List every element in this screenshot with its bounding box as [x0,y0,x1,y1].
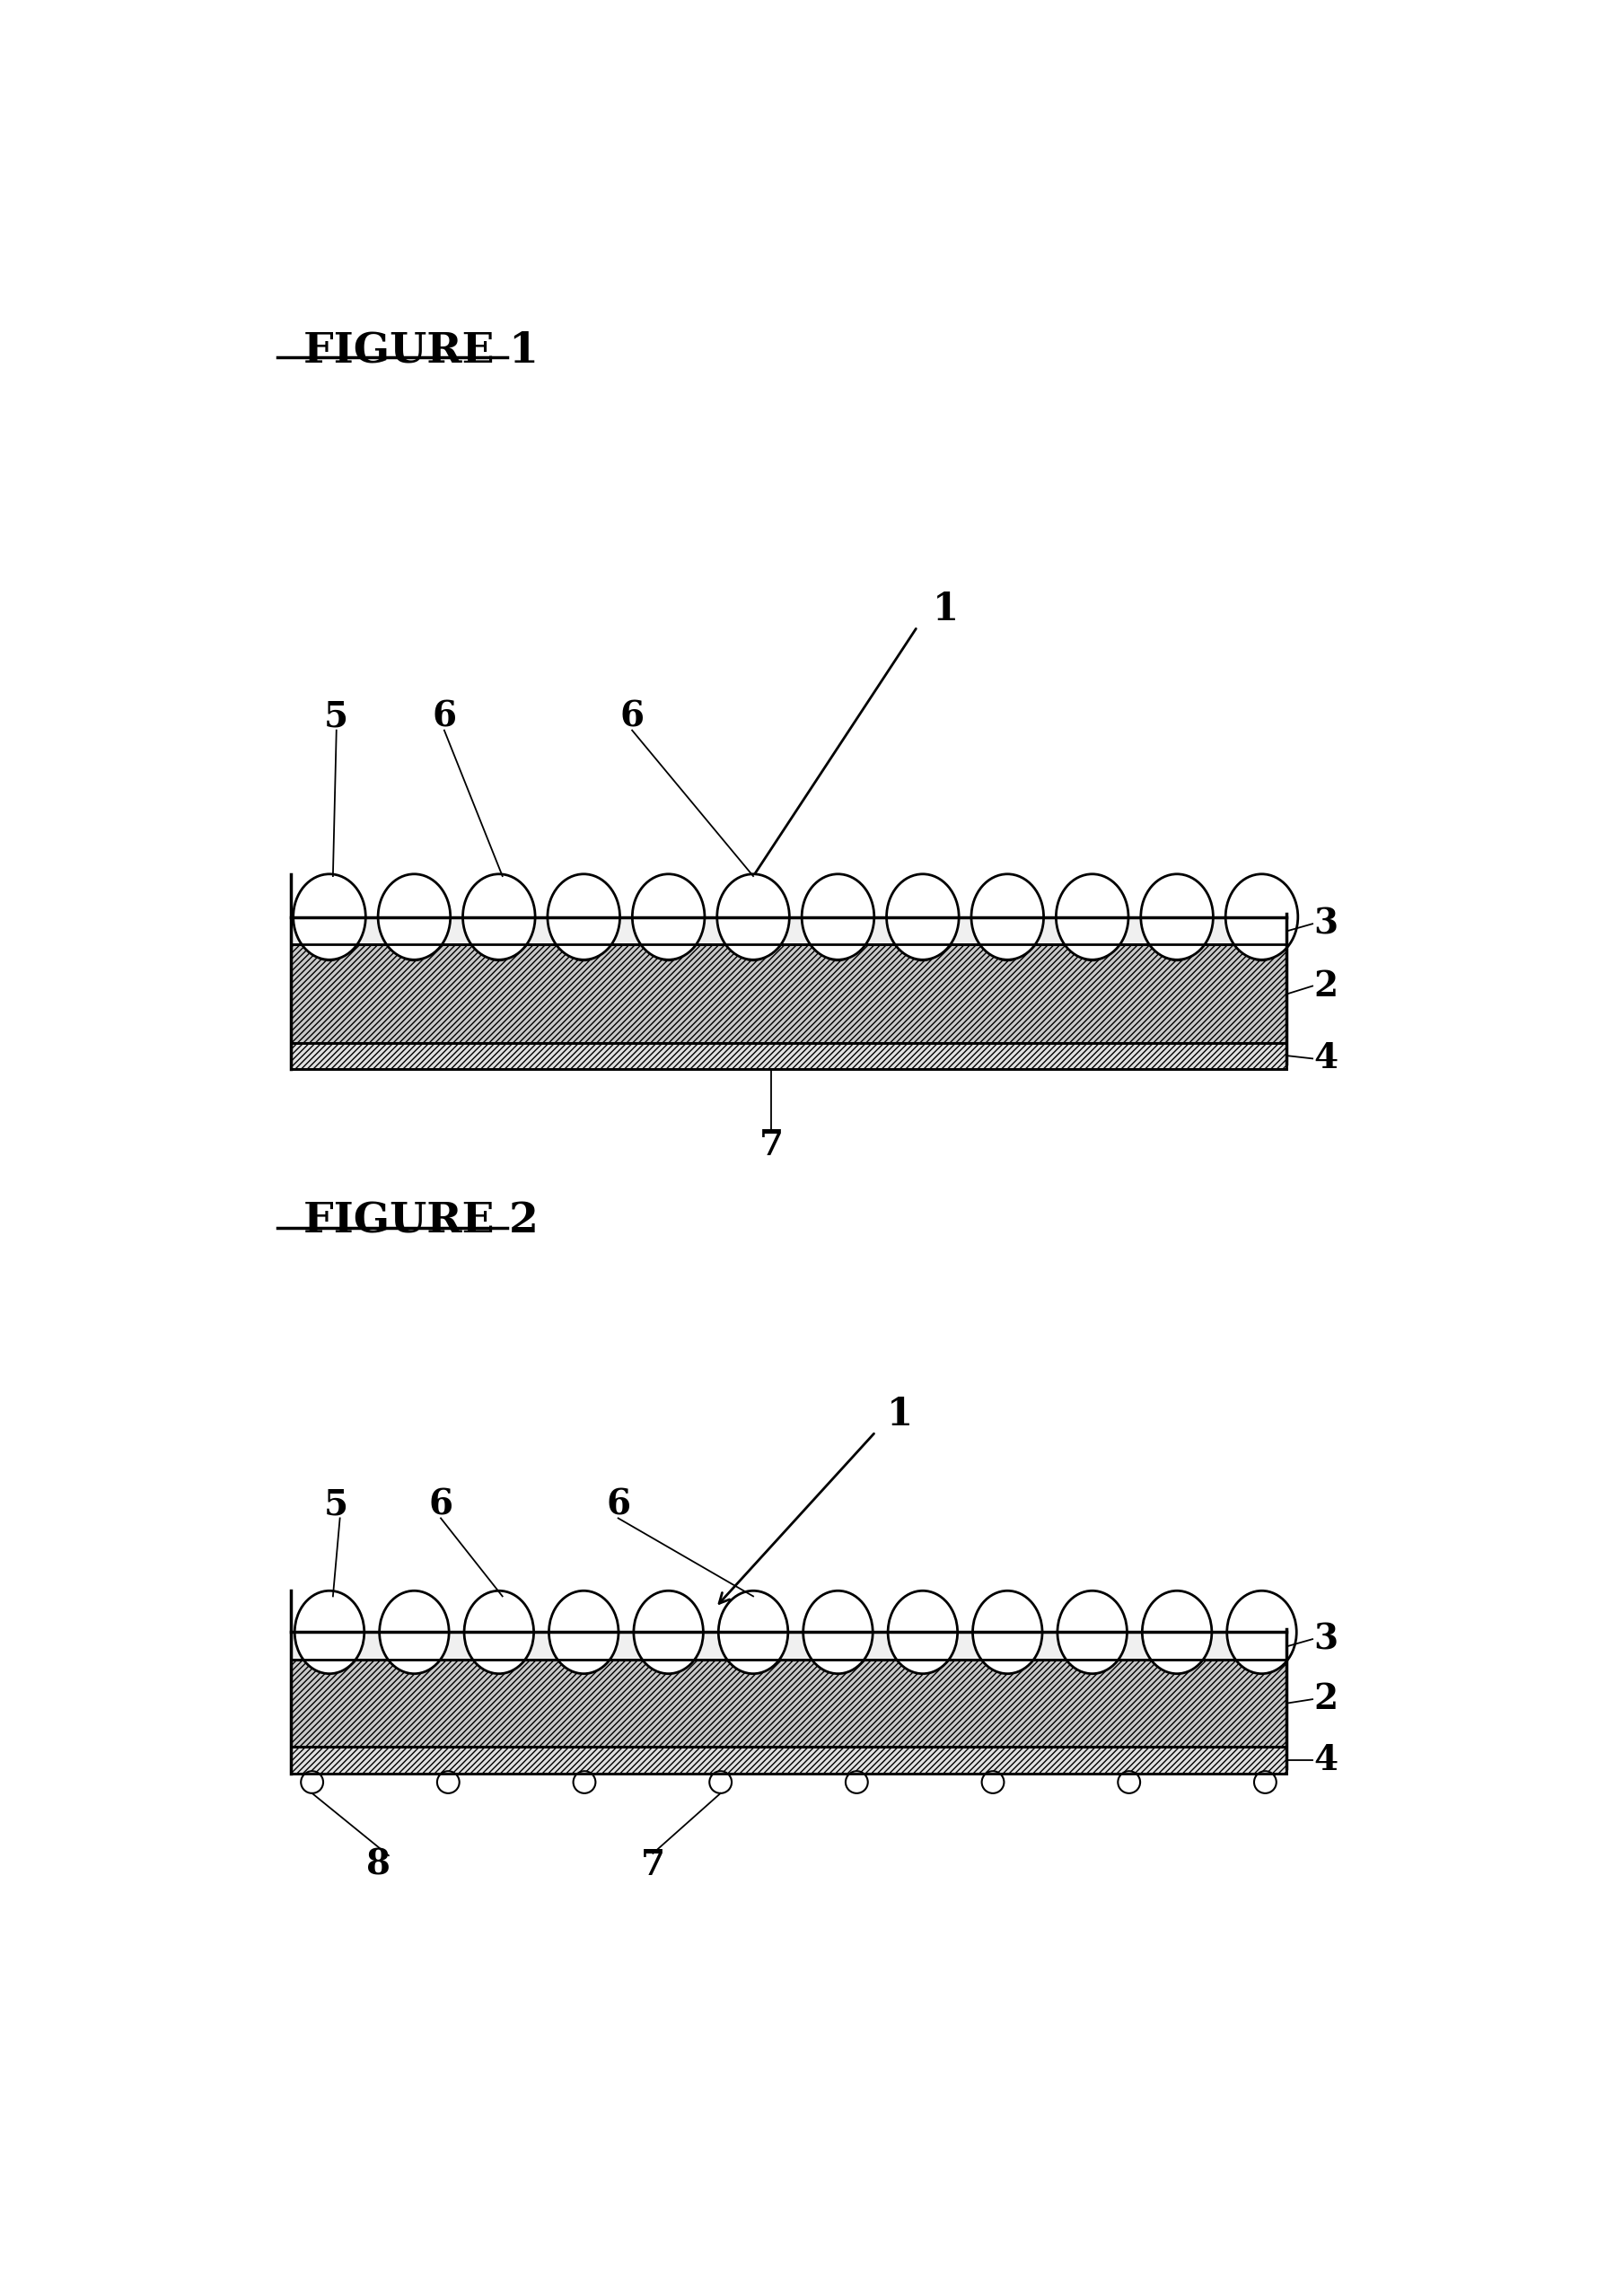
Ellipse shape [307,914,352,960]
Text: 6: 6 [605,1488,631,1522]
Ellipse shape [549,1591,618,1674]
Text: 7: 7 [760,1127,784,1162]
Ellipse shape [477,1628,520,1674]
Ellipse shape [973,1591,1042,1674]
Ellipse shape [562,1628,605,1674]
Ellipse shape [647,1628,689,1674]
Ellipse shape [986,1628,1029,1674]
Ellipse shape [888,1591,957,1674]
Text: 4: 4 [1314,1042,1338,1075]
Bar [291,1747,1286,1775]
Ellipse shape [1155,914,1200,960]
Ellipse shape [1057,875,1129,960]
Ellipse shape [1254,1770,1277,1793]
Ellipse shape [463,875,535,960]
Ellipse shape [1057,1591,1127,1674]
Text: 6: 6 [432,700,456,732]
Ellipse shape [1118,1770,1140,1793]
Ellipse shape [887,875,959,960]
Ellipse shape [803,1591,872,1674]
Ellipse shape [393,1628,435,1674]
Ellipse shape [718,1591,789,1674]
Ellipse shape [1227,1591,1296,1674]
Text: 6: 6 [620,700,644,732]
Bar [291,1042,1286,1070]
Ellipse shape [548,875,620,960]
Ellipse shape [646,914,691,960]
Ellipse shape [816,914,861,960]
Text: FIGURE 1: FIGURE 1 [304,328,540,370]
Ellipse shape [633,875,705,960]
Text: 8: 8 [366,1848,390,1883]
Ellipse shape [1142,1591,1213,1674]
Ellipse shape [901,914,946,960]
Ellipse shape [294,1591,365,1674]
Ellipse shape [972,875,1044,960]
Ellipse shape [817,1628,859,1674]
Bar [291,1632,1286,1660]
Ellipse shape [464,1591,533,1674]
Text: 4: 4 [1314,1743,1338,1777]
Ellipse shape [573,1770,596,1793]
Text: 6: 6 [429,1488,453,1522]
Ellipse shape [1156,1628,1198,1674]
Ellipse shape [1240,1628,1283,1674]
Text: FIGURE 2: FIGURE 2 [304,1201,538,1242]
Ellipse shape [1140,875,1213,960]
Ellipse shape [294,875,366,960]
Ellipse shape [1225,875,1298,960]
Text: 5: 5 [324,1488,349,1522]
Ellipse shape [732,1628,774,1674]
Ellipse shape [560,914,605,960]
Ellipse shape [308,1628,350,1674]
Ellipse shape [634,1591,703,1674]
Ellipse shape [477,914,522,960]
Ellipse shape [437,1770,459,1793]
Text: 2: 2 [1314,969,1338,1003]
Bar [291,944,1286,1042]
Ellipse shape [984,914,1029,960]
Ellipse shape [377,875,450,960]
Ellipse shape [801,875,874,960]
Bar [291,1660,1286,1747]
Text: 1: 1 [887,1396,912,1433]
Ellipse shape [1071,1628,1113,1674]
Ellipse shape [710,1770,732,1793]
Ellipse shape [1070,914,1115,960]
Text: 2: 2 [1314,1683,1338,1717]
Ellipse shape [846,1770,867,1793]
Text: 3: 3 [1314,1621,1338,1655]
Ellipse shape [981,1770,1004,1793]
Ellipse shape [731,914,776,960]
Text: 1: 1 [931,590,959,629]
Ellipse shape [901,1628,944,1674]
Ellipse shape [300,1770,323,1793]
Ellipse shape [379,1591,450,1674]
Text: 3: 3 [1314,907,1338,941]
Ellipse shape [1240,914,1285,960]
Bar [291,916,1286,944]
Text: 5: 5 [324,700,349,732]
Ellipse shape [716,875,790,960]
Ellipse shape [392,914,437,960]
Text: 7: 7 [641,1848,665,1883]
